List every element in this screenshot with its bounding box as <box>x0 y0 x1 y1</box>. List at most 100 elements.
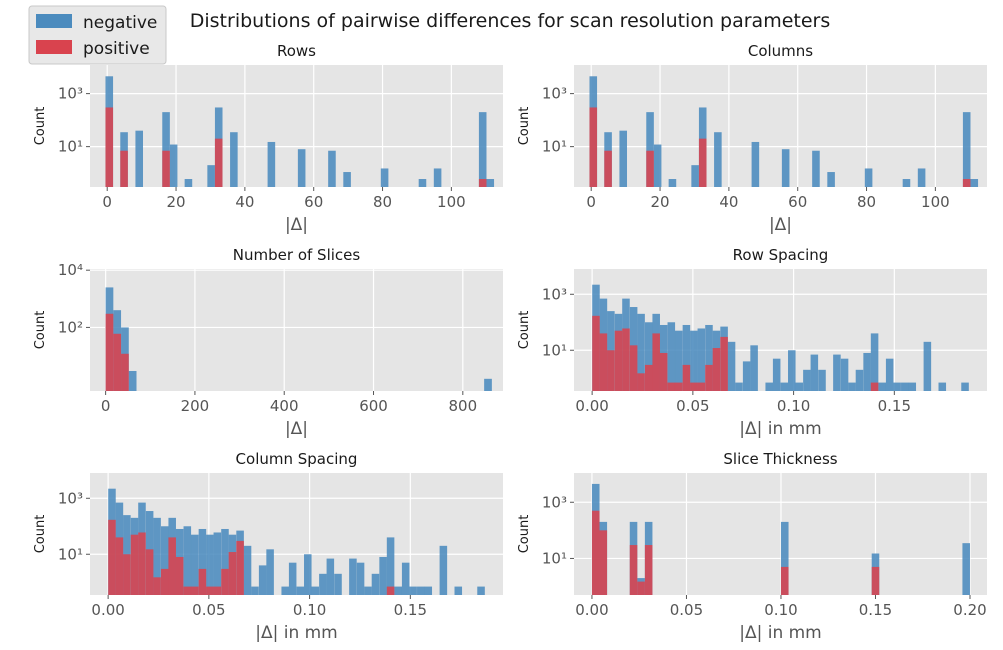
negative-bar <box>221 528 229 595</box>
positive-bar <box>599 333 608 391</box>
negative-bar <box>207 165 215 187</box>
y-tick-label: 10¹ <box>58 138 83 156</box>
x-tick-label: 0 <box>586 193 596 211</box>
negative-bar <box>780 382 789 391</box>
negative-bar <box>855 369 864 391</box>
x-tick-label: 60 <box>788 193 807 211</box>
negative-bar <box>334 573 342 595</box>
negative-bar <box>213 532 222 595</box>
x-tick-label: 20 <box>166 193 185 211</box>
negative-bar <box>697 328 706 391</box>
y-tick-label: 10³ <box>542 85 567 103</box>
x-tick-label: 100 <box>921 193 950 211</box>
positive-bar <box>644 364 653 391</box>
negative-bar <box>184 179 193 187</box>
negative-bar <box>780 521 789 595</box>
y-tick-label: 10¹ <box>542 138 567 156</box>
negative-bar <box>674 330 683 391</box>
negative-bar <box>401 562 410 595</box>
positive-bar <box>644 545 653 595</box>
positive-bar <box>183 586 192 595</box>
positive-bar <box>121 353 129 391</box>
positive-bar <box>105 313 114 391</box>
negative-bar <box>917 168 926 187</box>
plot-area <box>90 65 503 187</box>
positive-bar <box>962 179 971 187</box>
negative-bar <box>267 141 276 187</box>
y-tick-label: 10³ <box>542 285 567 303</box>
positive-bar <box>162 150 170 187</box>
x-tick-label: 100 <box>437 193 466 211</box>
negative-bar <box>477 586 485 595</box>
y-tick-label: 10⁴ <box>58 261 83 279</box>
positive-bar <box>206 586 214 595</box>
negative-bar <box>135 130 144 187</box>
negative-bar <box>833 354 841 391</box>
negative-bar <box>380 168 389 187</box>
positive-bar <box>690 382 698 391</box>
positive-bar <box>622 328 630 391</box>
legend-label-positive: positive <box>83 39 150 59</box>
positive-bar <box>607 350 615 391</box>
negative-bar <box>902 179 911 187</box>
x-tick-label: 0.10 <box>293 601 326 619</box>
y-tick-label: 10² <box>58 318 83 336</box>
negative-bar <box>424 586 433 595</box>
panel-title-row-spacing: Row Spacing <box>733 246 829 264</box>
negative-bar <box>827 172 835 187</box>
y-axis-label: Count <box>517 515 532 554</box>
y-axis-label: Count <box>517 107 532 146</box>
negative-bar <box>417 586 425 595</box>
negative-bar <box>788 350 796 391</box>
negative-bar <box>653 144 662 187</box>
negative-bar <box>478 112 487 187</box>
negative-bar <box>962 112 971 187</box>
panel-title-slice-thickness: Slice Thickness <box>723 450 837 468</box>
x-tick-label: 0.15 <box>394 601 427 619</box>
positive-bar <box>198 568 207 595</box>
positive-bar <box>108 519 116 595</box>
y-tick-label: 10³ <box>542 493 567 511</box>
negative-bar <box>735 382 743 391</box>
y-tick-label: 10¹ <box>542 549 567 567</box>
negative-bar <box>326 558 335 595</box>
x-axis-label: |Δ| in mm <box>739 419 822 439</box>
positive-bar <box>652 333 660 391</box>
positive-bar <box>130 534 139 595</box>
positive-bar <box>780 566 789 595</box>
negative-bar <box>742 361 751 391</box>
positive-bar <box>589 107 598 187</box>
negative-bar <box>439 545 448 595</box>
negative-bar <box>160 526 169 595</box>
x-tick-label: 20 <box>650 193 669 211</box>
positive-bar <box>659 352 668 391</box>
x-tick-label: 0 <box>102 193 112 211</box>
negative-bar <box>637 313 645 391</box>
positive-bar <box>138 532 146 595</box>
negative-bar <box>840 358 849 391</box>
negative-bar <box>863 352 871 391</box>
negative-bar <box>258 565 267 595</box>
legend: negative positive <box>28 5 167 65</box>
positive-bar <box>236 540 244 595</box>
x-tick-label: 0.20 <box>953 601 986 619</box>
x-tick-label: 0.05 <box>192 601 225 619</box>
negative-bar <box>386 537 395 595</box>
negative-bar <box>128 370 137 391</box>
suptitle: Distributions of pairwise differences fo… <box>190 10 831 32</box>
positive-bar <box>720 336 728 391</box>
panel-title-rows: Rows <box>277 42 316 60</box>
panel-columns: 0 20 40 60 80 100 10¹ 10³ Columns |Δ| Count <box>517 42 987 235</box>
positive-bar <box>145 549 154 595</box>
negative-bar <box>901 382 909 391</box>
positive-bar <box>629 545 638 595</box>
negative-bar <box>923 341 932 391</box>
negative-bar <box>183 526 192 595</box>
positive-bar <box>478 179 487 187</box>
positive-bar <box>698 138 707 187</box>
negative-bar <box>870 333 879 391</box>
negative-bar <box>644 322 653 391</box>
panel-column-spacing: 0.00 0.05 0.10 0.15 10¹ 10³ Column Spacing |Δ| … <box>33 450 503 643</box>
negative-bar <box>364 586 372 595</box>
negative-bar <box>243 545 252 595</box>
